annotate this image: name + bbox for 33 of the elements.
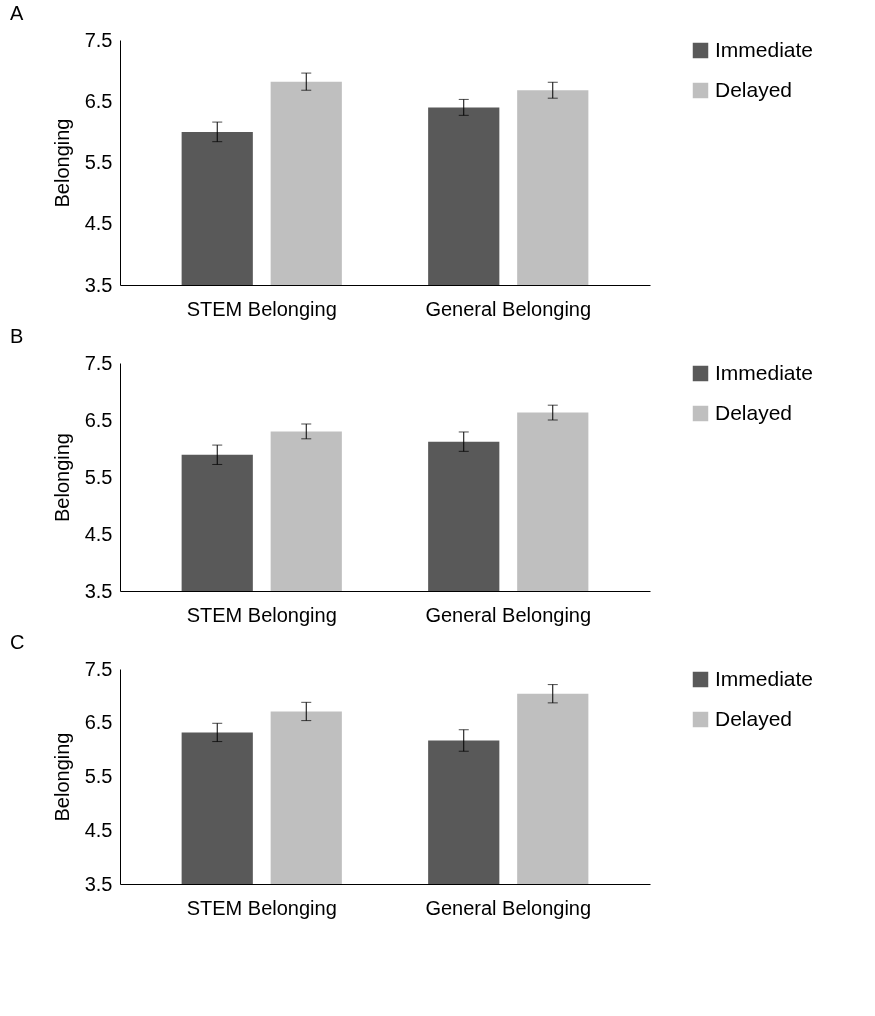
legend-label: Delayed bbox=[715, 706, 793, 730]
legend-label: Delayed bbox=[715, 77, 793, 101]
y-tick-label: 4.5 bbox=[84, 212, 113, 235]
y-tick-label: 4.5 bbox=[84, 522, 113, 545]
y-tick-label: 3.5 bbox=[84, 872, 113, 895]
y-tick-label: 6.5 bbox=[84, 711, 113, 734]
y-tick-label: 4.5 bbox=[84, 818, 113, 841]
y-axis-title: Belonging bbox=[50, 433, 73, 522]
y-tick-label: 6.5 bbox=[84, 408, 113, 431]
y-tick-label: 5.5 bbox=[84, 465, 113, 488]
y-tick-label: 6.5 bbox=[84, 89, 113, 112]
y-axis-title: Belonging bbox=[50, 732, 73, 822]
legend-label: Immediate bbox=[715, 666, 814, 690]
y-tick-label: 7.5 bbox=[84, 28, 113, 51]
x-tick-label: General Belonging bbox=[425, 896, 592, 919]
x-tick-label: STEM Belonging bbox=[186, 297, 337, 320]
y-tick-label: 7.5 bbox=[84, 351, 113, 374]
chart-title: C bbox=[10, 631, 25, 653]
x-tick-label: General Belonging bbox=[425, 603, 592, 626]
x-tick-label: General Belonging bbox=[425, 297, 592, 320]
y-tick-label: 3.5 bbox=[84, 579, 113, 602]
legend-label: Delayed bbox=[715, 400, 793, 424]
x-tick-label: STEM Belonging bbox=[186, 896, 337, 919]
legend-label: Immediate bbox=[715, 37, 814, 61]
x-tick-label: STEM Belonging bbox=[186, 603, 337, 626]
legend-label: Immediate bbox=[715, 360, 814, 384]
y-axis-title: Belonging bbox=[50, 118, 73, 208]
chart-title: A bbox=[10, 2, 24, 24]
y-tick-label: 5.5 bbox=[84, 765, 113, 787]
y-tick-label: 3.5 bbox=[84, 273, 113, 296]
chart-title: B bbox=[10, 325, 24, 347]
y-tick-label: 5.5 bbox=[84, 151, 113, 173]
y-tick-label: 7.5 bbox=[84, 657, 113, 680]
